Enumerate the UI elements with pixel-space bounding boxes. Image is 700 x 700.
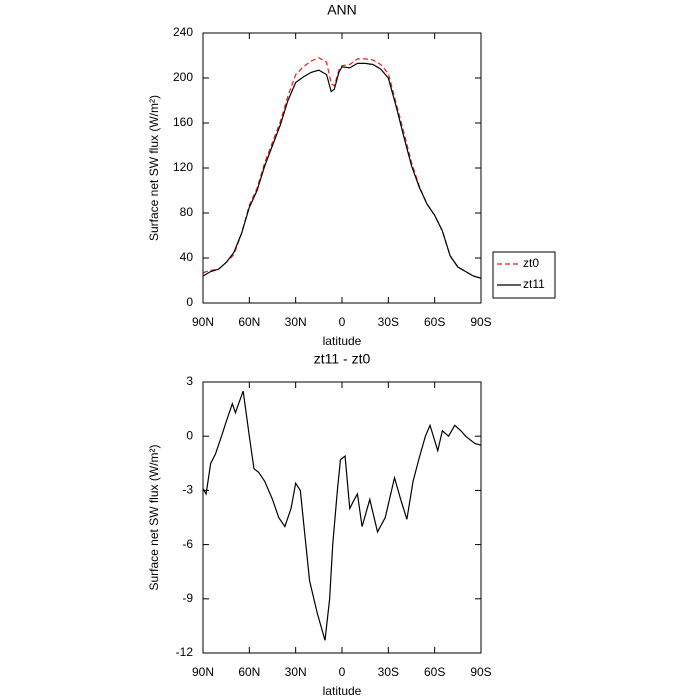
x-tick-label: 60S: [424, 665, 445, 679]
y-tick-label: 240: [173, 25, 193, 39]
line-series: [202, 62, 482, 279]
y-tick-label: 0: [186, 295, 193, 309]
x-tick-label: 90N: [192, 315, 214, 329]
x-tick-label: 90N: [192, 665, 214, 679]
line-series: [202, 57, 482, 279]
y-tick-label: 200: [173, 70, 193, 84]
y-tick-label: 3: [186, 374, 193, 388]
y-axis-label: Surface net SW flux (W/m²): [147, 444, 161, 590]
y-tick-label: -12: [176, 645, 194, 659]
legend-label: zt0: [523, 256, 539, 270]
chart-title: ANN: [327, 2, 357, 18]
y-tick-label: 160: [173, 115, 193, 129]
x-tick-label: 60N: [238, 665, 260, 679]
y-tick-label: 120: [173, 160, 193, 174]
x-axis-label: latitude: [323, 684, 362, 698]
line-series: [202, 390, 482, 641]
chart-title: zt11 - zt0: [314, 351, 371, 367]
y-tick-label: 80: [180, 205, 194, 219]
x-tick-label: 30N: [285, 315, 307, 329]
y-tick-label: 0: [186, 428, 193, 442]
legend-label: zt11: [523, 277, 545, 291]
y-axis-label: Surface net SW flux (W/m²): [147, 95, 161, 241]
y-tick-label: -9: [182, 591, 193, 605]
y-tick-label: 40: [180, 250, 194, 264]
x-tick-label: 60S: [424, 315, 445, 329]
x-tick-label: 0: [339, 665, 346, 679]
y-tick-label: -6: [182, 537, 193, 551]
x-tick-label: 90S: [470, 665, 491, 679]
plot-frame: [202, 381, 482, 654]
x-tick-label: 90S: [470, 315, 491, 329]
x-tick-label: 30S: [378, 315, 399, 329]
plot-frame: [202, 32, 482, 304]
y-tick-label: -3: [182, 483, 193, 497]
x-tick-label: 30S: [378, 665, 399, 679]
x-tick-label: 30N: [285, 665, 307, 679]
x-tick-label: 0: [339, 315, 346, 329]
legend-box: [492, 251, 556, 299]
x-tick-label: 60N: [238, 315, 260, 329]
x-axis-label: latitude: [323, 334, 362, 348]
